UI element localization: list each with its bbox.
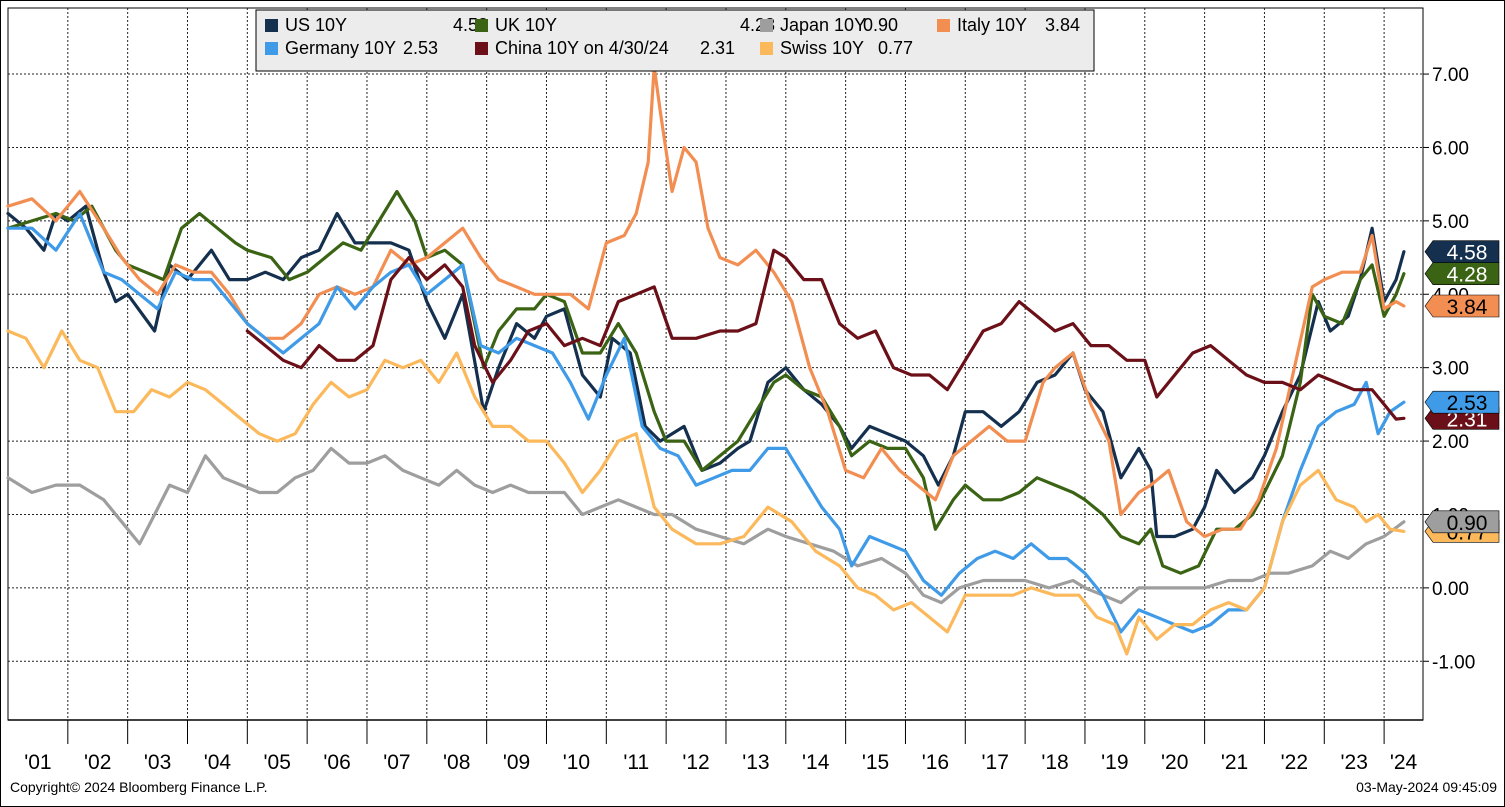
timestamp-text: 03-May-2024 09:45:09 — [1356, 779, 1497, 795]
plot-area — [7, 7, 1424, 721]
last-value-tags: 0.770.902.312.533.844.284.58 — [1424, 240, 1500, 544]
x-tick-label: '01 — [24, 751, 51, 774]
x-tick-label: '14 — [802, 751, 830, 774]
legend-swatch — [475, 42, 488, 55]
value-tag-label: 4.58 — [1447, 242, 1488, 265]
x-tick-label: '21 — [1221, 751, 1248, 774]
legend-label: Germany 10Y — [285, 38, 396, 58]
legend-label: China 10Y on 4/30/24 — [495, 38, 669, 58]
x-tick-label: '19 — [1101, 751, 1128, 774]
series-line-6 — [6, 329, 1406, 656]
legend-label: Italy 10Y — [957, 15, 1027, 35]
value-tag-bg — [1424, 240, 1500, 263]
legend-value: 0.77 — [878, 38, 913, 58]
x-tick-label: '22 — [1281, 751, 1308, 774]
series-layer — [6, 65, 1406, 656]
value-tag-label: 0.90 — [1447, 512, 1488, 535]
grid-layer — [8, 8, 1423, 720]
x-tick-label: '12 — [682, 751, 709, 774]
x-tick-label: '23 — [1341, 751, 1368, 774]
series-line-5 — [245, 248, 1406, 421]
legend-value: 3.84 — [1045, 15, 1080, 35]
value-tag-label: 3.84 — [1447, 296, 1488, 319]
y-tick-label: -1.00 — [1432, 652, 1475, 673]
value-tag-label: 2.53 — [1447, 392, 1488, 415]
legend-label: Swiss 10Y — [780, 38, 864, 58]
y-tick-label: 0.00 — [1432, 579, 1469, 600]
x-axis-ticks: '01 '02 '03 '04 '05 '06 '07 '08 '09 '10 '11 '12 '13 '… — [24, 720, 1418, 774]
x-tick-label: '20 — [1161, 751, 1188, 774]
x-tick-label: '13 — [742, 751, 769, 774]
legend-box — [255, 9, 1095, 72]
legend-swatch — [475, 19, 488, 32]
x-tick-label: '04 — [204, 751, 232, 774]
legend-label: Japan 10Y — [780, 15, 866, 35]
x-tick-label: '02 — [84, 751, 111, 774]
value-tag-label: 2.31 — [1447, 408, 1488, 431]
x-tick-label: '08 — [443, 751, 470, 774]
copyright-text: Copyright© 2024 Bloomberg Finance L.P. — [10, 779, 268, 795]
x-tick-label: '10 — [563, 751, 590, 774]
x-tick-label: '11 — [623, 751, 649, 774]
value-tag-bg — [1424, 294, 1500, 318]
x-tick-label: '07 — [383, 751, 410, 774]
x-tick-label: '09 — [503, 751, 530, 774]
value-tag-bg — [1424, 262, 1500, 286]
y-tick-label: 7.00 — [1432, 65, 1469, 86]
series-line-3 — [6, 65, 1406, 539]
y-axis-ticks: -1.000.001.002.003.004.005.006.007.00 — [1423, 65, 1475, 673]
x-tick-label: '18 — [1041, 751, 1068, 774]
y-tick-label: 2.00 — [1432, 432, 1469, 453]
legend-swatch — [760, 42, 773, 55]
legend-swatch — [265, 42, 278, 55]
series-line-1 — [6, 189, 1406, 575]
legend-label: UK 10Y — [495, 15, 557, 35]
value-tag-bg — [1424, 510, 1500, 534]
y-tick-label: 6.00 — [1432, 138, 1469, 159]
legend-value: 2.31 — [700, 38, 735, 58]
series-line-4 — [6, 211, 1406, 634]
legend-swatch — [265, 19, 278, 32]
x-tick-label: '15 — [862, 751, 889, 774]
value-tag-label: 4.28 — [1447, 264, 1488, 287]
x-tick-label: '16 — [922, 751, 949, 774]
x-tick-label: '06 — [323, 751, 350, 774]
y-tick-label: 5.00 — [1432, 212, 1469, 233]
x-tick-label: '17 — [982, 751, 1009, 774]
legend-value: 0.90 — [863, 15, 898, 35]
x-tick-label: '03 — [144, 751, 171, 774]
value-tag-bg — [1424, 390, 1500, 414]
series-line-0 — [6, 204, 1406, 539]
legend-value: 2.53 — [403, 38, 438, 58]
series-line-2 — [6, 446, 1406, 605]
x-tick-label: '05 — [264, 751, 291, 774]
legend-swatch — [760, 19, 773, 32]
legend-label: US 10Y — [285, 15, 347, 35]
y-tick-label: 3.00 — [1432, 359, 1469, 380]
x-tick-label: '24 — [1390, 751, 1418, 774]
legend-swatch — [937, 19, 950, 32]
